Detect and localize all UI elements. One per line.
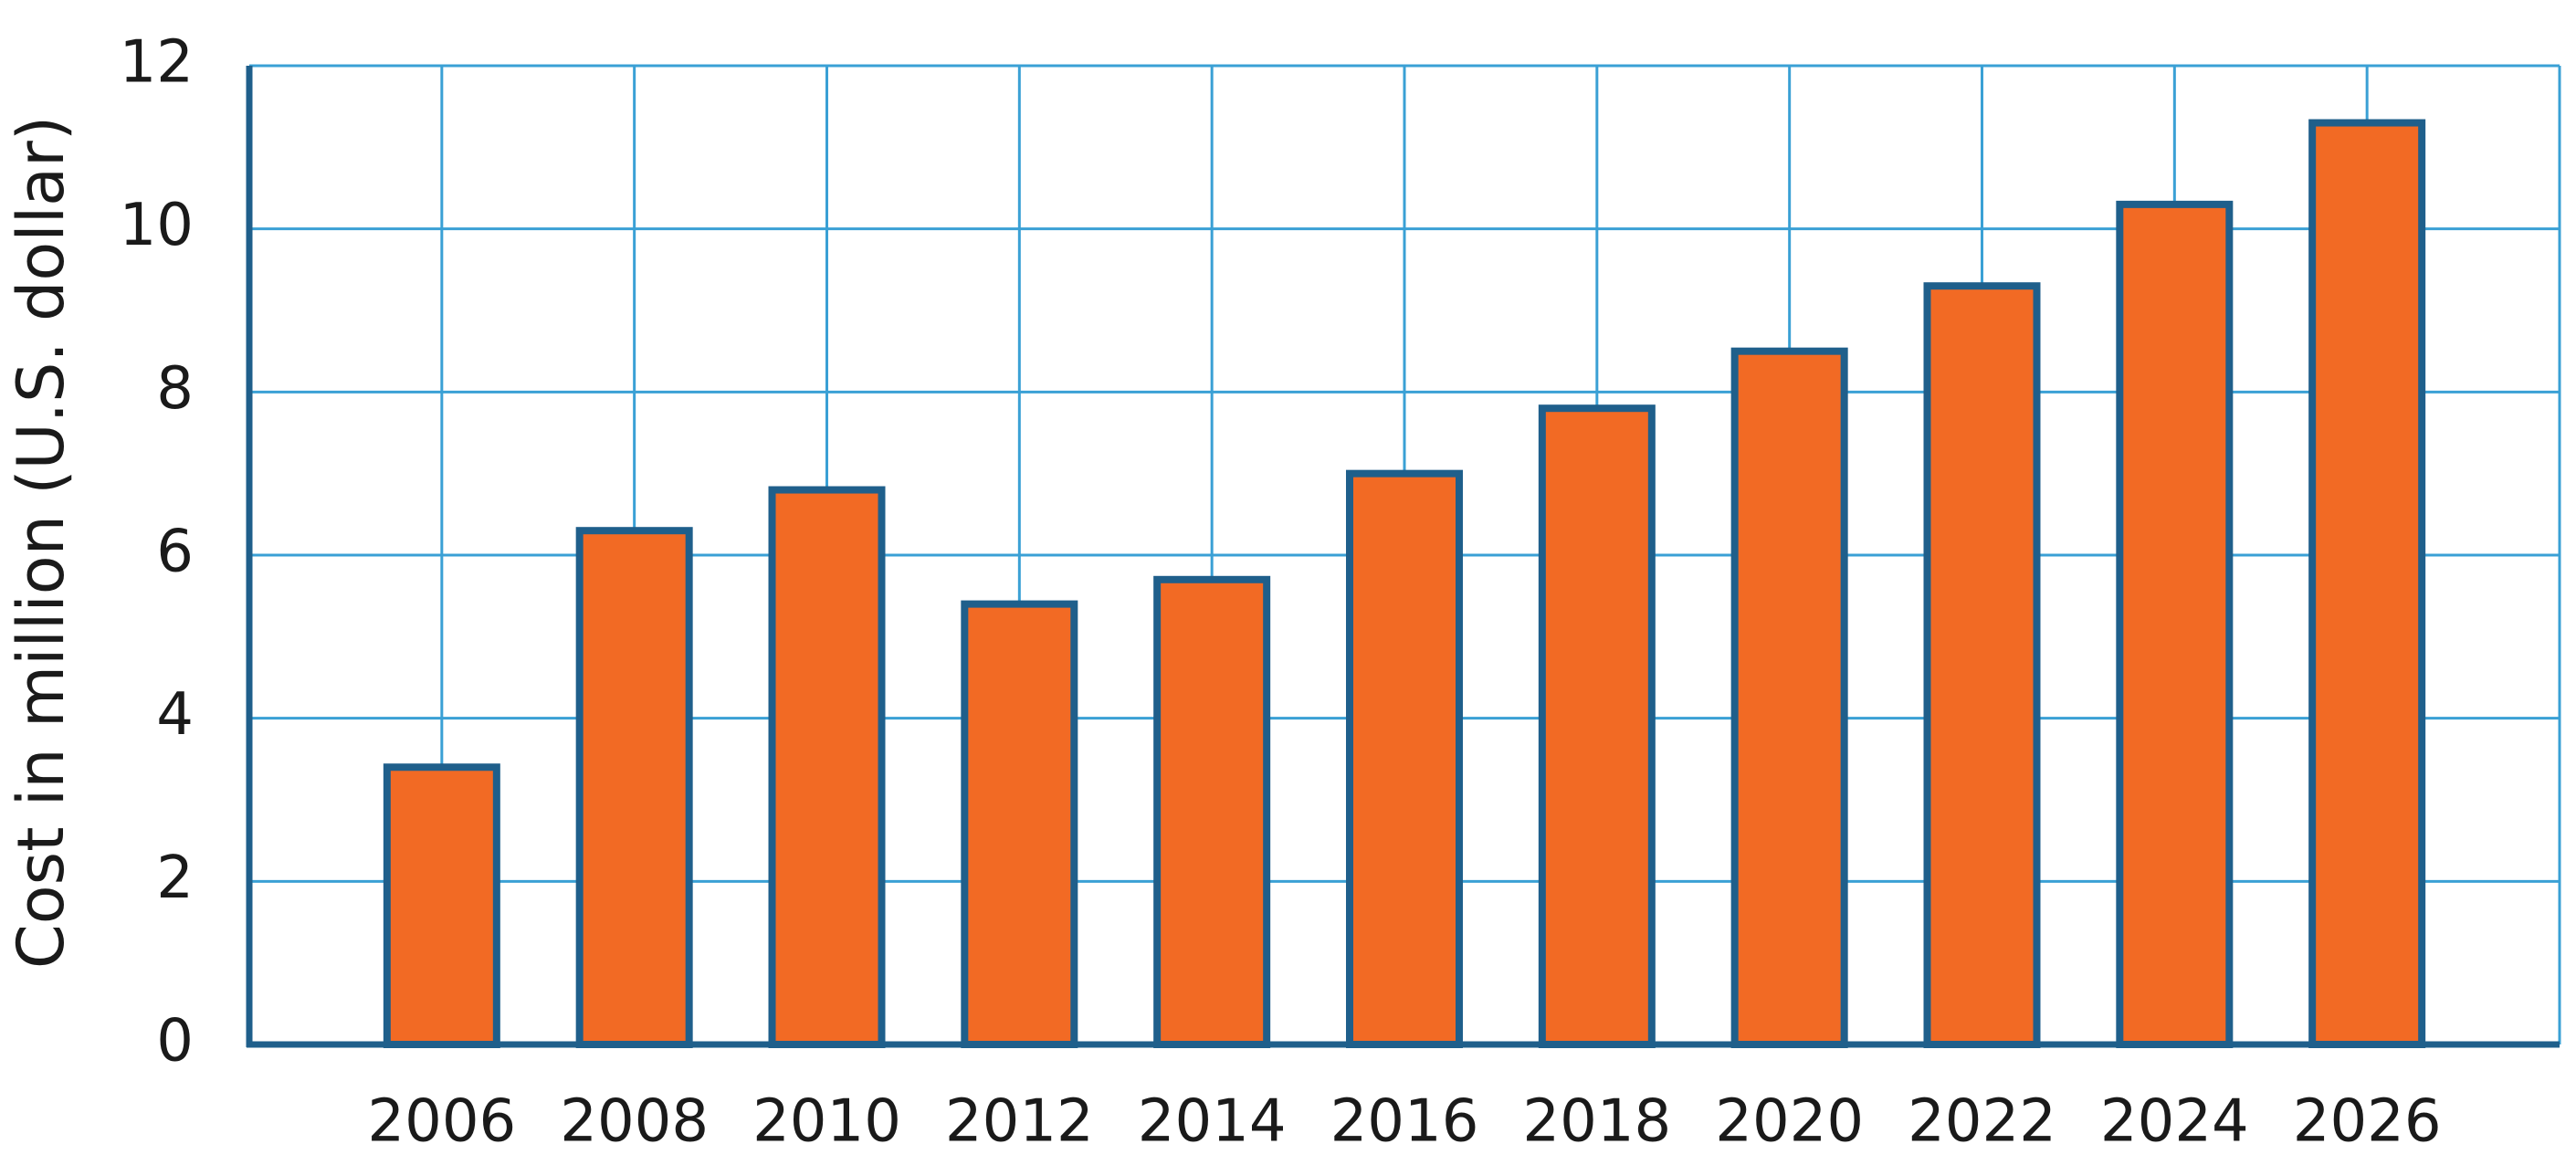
bar [1538, 404, 1656, 1048]
x-tick-label: 2024 [2100, 1088, 2249, 1156]
x-tick-label: 2022 [1908, 1088, 2056, 1156]
bar [961, 600, 1078, 1048]
y-tick-label: 4 [156, 681, 194, 749]
bar [575, 527, 693, 1048]
y-axis-title: Cost in million (U.S. dollar) [4, 116, 79, 969]
x-tick-label: 2010 [752, 1088, 901, 1156]
x-tick-label: 2006 [367, 1088, 516, 1156]
bar [2308, 119, 2426, 1049]
x-tick-label: 2008 [560, 1088, 709, 1156]
y-tick-label: 2 [156, 845, 194, 912]
y-tick-label: 8 [156, 355, 194, 423]
x-tick-label: 2026 [2293, 1088, 2442, 1156]
x-tick-label: 2020 [1715, 1088, 1864, 1156]
y-tick-label: 0 [156, 1008, 194, 1076]
y-tick-label: 12 [120, 29, 194, 97]
x-tick-label: 2014 [1138, 1088, 1287, 1156]
x-tick-label: 2016 [1330, 1088, 1479, 1156]
bar [383, 763, 500, 1048]
x-tick-label: 2018 [1522, 1088, 1671, 1156]
bar [2116, 200, 2234, 1049]
y-tick-label: 10 [120, 192, 194, 259]
bar [1923, 282, 2041, 1048]
bar [1346, 469, 1463, 1048]
bar [768, 486, 886, 1048]
bar [1730, 347, 1848, 1048]
x-tick-label: 2012 [945, 1088, 1094, 1156]
bar [1153, 575, 1271, 1048]
y-tick-label: 6 [156, 519, 194, 586]
